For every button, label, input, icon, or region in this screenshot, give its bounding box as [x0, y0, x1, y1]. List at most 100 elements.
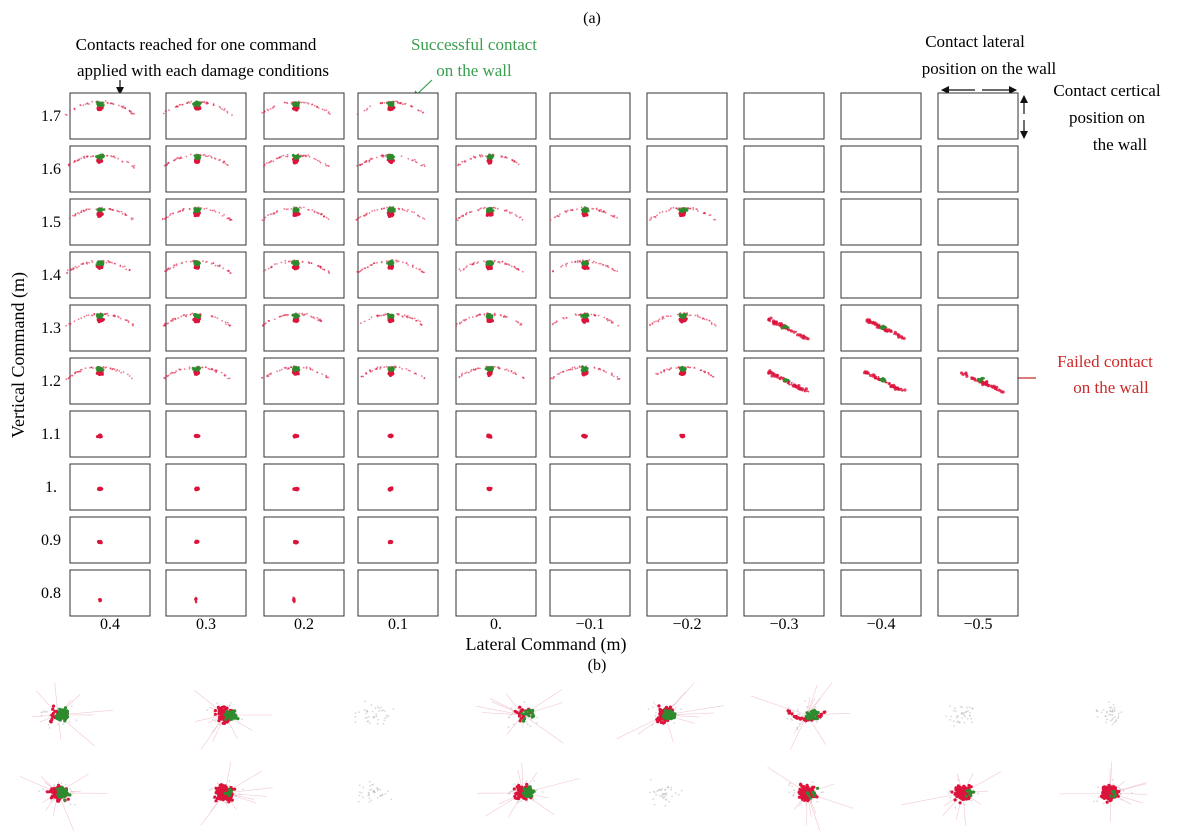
successful-contact-point	[225, 715, 229, 719]
failed-contact-point	[165, 216, 168, 219]
failed-contact-point	[402, 103, 404, 106]
successful-contact-point	[491, 209, 495, 213]
failed-contact-point	[53, 709, 57, 713]
x-tick-m0p2: −0.2	[672, 616, 701, 633]
failed-contact-point	[581, 372, 586, 376]
subplot-0p3-1p5	[161, 198, 247, 246]
neutral-point	[46, 710, 48, 713]
failed-contact-point	[304, 313, 307, 316]
failed-contact-point	[167, 267, 170, 270]
failed-contact-point	[221, 215, 224, 217]
failed-contact-point	[779, 378, 782, 381]
failed-contact-point	[406, 210, 408, 213]
failed-contact-point	[616, 216, 618, 219]
subplot-m0p5-1p4	[937, 251, 1019, 299]
failed-contact-point	[653, 216, 655, 218]
neutral-point	[364, 717, 367, 719]
failed-contact-point	[488, 434, 492, 438]
subplot-m0p2-1p1	[646, 410, 728, 458]
failed-contact-point	[65, 378, 68, 381]
subplot-0p3-0p9	[165, 516, 247, 564]
subplot-0p2-1p6	[262, 145, 345, 193]
failed-contact-point	[669, 208, 672, 211]
failed-contact-point	[323, 109, 326, 112]
failed-contact-point	[886, 329, 890, 333]
failed-contact-point	[270, 372, 272, 375]
subplot-m0p2-1p2	[646, 357, 728, 405]
failed-contact-point	[473, 261, 476, 264]
failed-contact-point	[204, 102, 206, 104]
successful-contact-point	[784, 325, 787, 329]
failed-contact-point	[68, 164, 71, 167]
successful-contact-point	[295, 368, 299, 371]
failed-contact-point	[800, 387, 805, 391]
failed-contact-point	[118, 104, 120, 107]
subplot-0p4-1p2	[65, 357, 151, 405]
failed-contact-point	[514, 161, 517, 163]
failed-contact-point	[574, 261, 576, 263]
failed-contact-point	[223, 108, 226, 110]
successful-contact-point	[679, 367, 683, 370]
subplot-frame	[69, 304, 151, 352]
subplot-frame	[263, 251, 345, 299]
panel-b-cluster-r1c2	[194, 690, 272, 750]
failed-contact-point	[213, 157, 216, 160]
failed-contact-point	[483, 313, 486, 315]
neutral-point	[380, 709, 383, 712]
failed-contact-point	[401, 368, 403, 370]
failed-contact-point	[166, 164, 169, 166]
failed-contact-point	[112, 367, 115, 370]
failed-contact-point	[402, 208, 404, 211]
failed-contact-point	[366, 107, 369, 110]
successful-contact-point	[389, 101, 392, 105]
failed-contact-point	[267, 267, 270, 270]
failed-contact-point	[307, 261, 310, 263]
failed-contact-point	[283, 208, 286, 210]
subplot-frame	[357, 410, 439, 458]
failed-contact-point	[183, 368, 186, 370]
failed-contact-point	[474, 156, 477, 158]
subplot-m0p4-0p8	[840, 569, 922, 617]
failed-contact-point	[396, 261, 398, 263]
subplot-m0p2-0p9	[646, 516, 728, 564]
subplot-frame	[646, 198, 728, 246]
failed-contact-point	[616, 270, 619, 272]
failed-contact-point	[553, 376, 555, 378]
failed-contact-point	[181, 104, 184, 106]
failed-contact-point	[323, 268, 326, 271]
failed-contact-point	[407, 209, 409, 211]
subplot-m0p1-1p5	[549, 198, 631, 246]
failed-contact-point	[319, 161, 322, 164]
failed-contact-point	[506, 316, 508, 318]
failed-contact-point	[415, 267, 418, 270]
failed-contact-point	[402, 261, 404, 264]
failed-contact-point	[84, 367, 87, 370]
failed-contact-point	[172, 319, 174, 322]
failed-contact-point	[276, 157, 278, 160]
failed-contact-point	[496, 207, 499, 210]
failed-contact-point	[421, 111, 424, 114]
failed-contact-point	[612, 321, 614, 324]
failed-contact-point	[616, 378, 619, 381]
subplot-m0p5-1p2	[937, 357, 1019, 405]
panel-b-label: (b)	[588, 657, 607, 674]
subplot-0p3-1p6	[163, 145, 247, 193]
subplot-0p4-1p7	[64, 92, 151, 140]
failed-contact-point	[689, 314, 692, 316]
failed-contact-point	[80, 211, 82, 214]
neutral-point	[367, 720, 370, 722]
vertical-annotation-line1: Contact certical	[1053, 81, 1160, 100]
subplot-0p2-1p	[263, 463, 345, 511]
failed-contact-point	[708, 319, 711, 322]
subplot-m0p4-1p3	[840, 304, 922, 352]
failed-contact-point	[571, 366, 574, 369]
failed-contact-point	[273, 212, 276, 215]
panel-a-grid	[64, 92, 1019, 617]
failed-contact-point	[565, 369, 568, 372]
neutral-point	[70, 705, 73, 707]
failed-contact-point	[651, 323, 654, 325]
subplot-0p1-1p	[357, 463, 439, 511]
failed-contact-point	[582, 320, 587, 324]
failed-contact-point	[90, 155, 92, 158]
failed-contact-point	[296, 487, 300, 491]
